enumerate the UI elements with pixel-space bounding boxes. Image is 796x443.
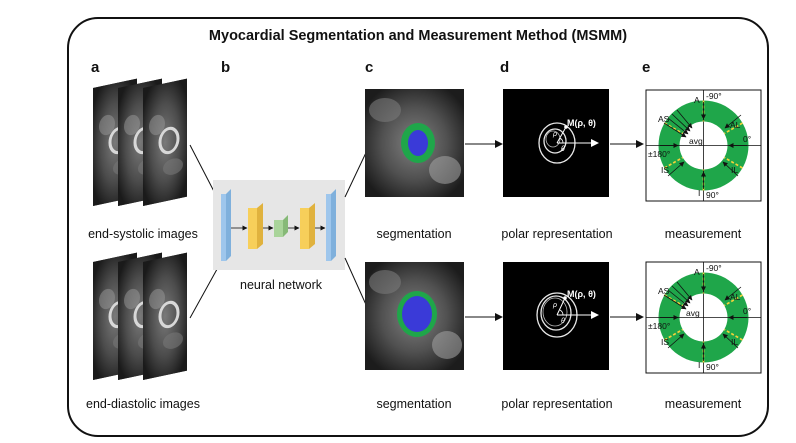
polar-image-top: [503, 89, 609, 197]
polar-label-bottom: polar representation: [501, 397, 612, 411]
measure-top-seg-al: AL: [730, 120, 741, 130]
measure-bottom-seg-i: I: [698, 360, 700, 370]
arrow-diastolic-to-network: [189, 261, 222, 319]
neural-network-label: neural network: [240, 278, 323, 292]
polar-point-label-bottom: M(ρ, θ): [567, 289, 596, 299]
measure-top-seg-is: IS: [661, 165, 669, 175]
net-block-yellow-right: [300, 203, 315, 249]
measure-top-angle-left: ±180°: [648, 149, 670, 159]
end-systolic-label: end-systolic images: [88, 227, 198, 241]
end-diastolic-label: end-diastolic images: [86, 397, 200, 411]
end-diastolic-stack: [91, 251, 189, 382]
measure-bottom-seg-is: IS: [661, 337, 669, 347]
net-block-blue-right: [326, 189, 336, 261]
net-block-blue-left: [221, 189, 231, 261]
polar-point-label-top: M(ρ, θ): [567, 118, 596, 128]
panel-label-d: d: [500, 59, 509, 76]
panel-label-a: a: [91, 59, 100, 76]
measure-bottom-seg-a: A: [694, 267, 700, 277]
measure-bottom-angle-right: 0°: [743, 306, 751, 316]
measure-top-seg-i: I: [698, 188, 700, 198]
measure-top-angle-right: 0°: [743, 134, 751, 144]
measure-top-angle-top: -90°: [706, 91, 722, 101]
panel-label-e: e: [642, 59, 650, 76]
measure-top-seg-il: IL: [731, 165, 738, 175]
polar-theta-bottom: θ: [561, 318, 565, 325]
segmentation-image-top: [365, 89, 464, 197]
measure-top-seg-a: A: [694, 95, 700, 105]
measure-bottom-seg-al: AL: [730, 292, 741, 302]
segmentation-image-bottom: [365, 262, 464, 370]
neural-network-diagram: [213, 180, 345, 270]
end-systolic-stack: [91, 77, 189, 208]
measurement-diagram-bottom: [645, 261, 762, 374]
polar-image-bottom: [503, 262, 609, 370]
panel-label-b: b: [221, 59, 230, 76]
measure-bottom-angle-bottom: 90°: [706, 362, 719, 372]
measure-bottom-avg: avg: [686, 308, 700, 318]
diagram-title: Myocardial Segmentation and Measurement …: [209, 28, 627, 44]
measure-top-angle-bottom: 90°: [706, 190, 719, 200]
measurement-label-top: measurement: [665, 227, 742, 241]
measurement-diagram-top: [645, 89, 762, 202]
measure-bottom-seg-as: AS: [658, 286, 670, 296]
measure-bottom-angle-left: ±180°: [648, 321, 670, 331]
measurement-label-bottom: measurement: [665, 397, 742, 411]
segmentation-label-bottom: segmentation: [376, 397, 451, 411]
measure-bottom-seg-il: IL: [731, 337, 738, 347]
net-block-yellow-left: [248, 203, 263, 249]
measure-top-avg: avg: [689, 136, 703, 146]
segmentation-label-top: segmentation: [376, 227, 451, 241]
net-block-green-center: [274, 215, 288, 237]
measure-bottom-angle-top: -90°: [706, 263, 722, 273]
polar-rho-bottom: ρ: [552, 302, 557, 309]
panel-label-c: c: [365, 59, 373, 76]
measure-top-seg-as: AS: [658, 114, 670, 124]
polar-label-top: polar representation: [501, 227, 612, 241]
polar-rho-top: ρ: [552, 131, 557, 138]
polar-theta-top: θ: [561, 146, 565, 153]
